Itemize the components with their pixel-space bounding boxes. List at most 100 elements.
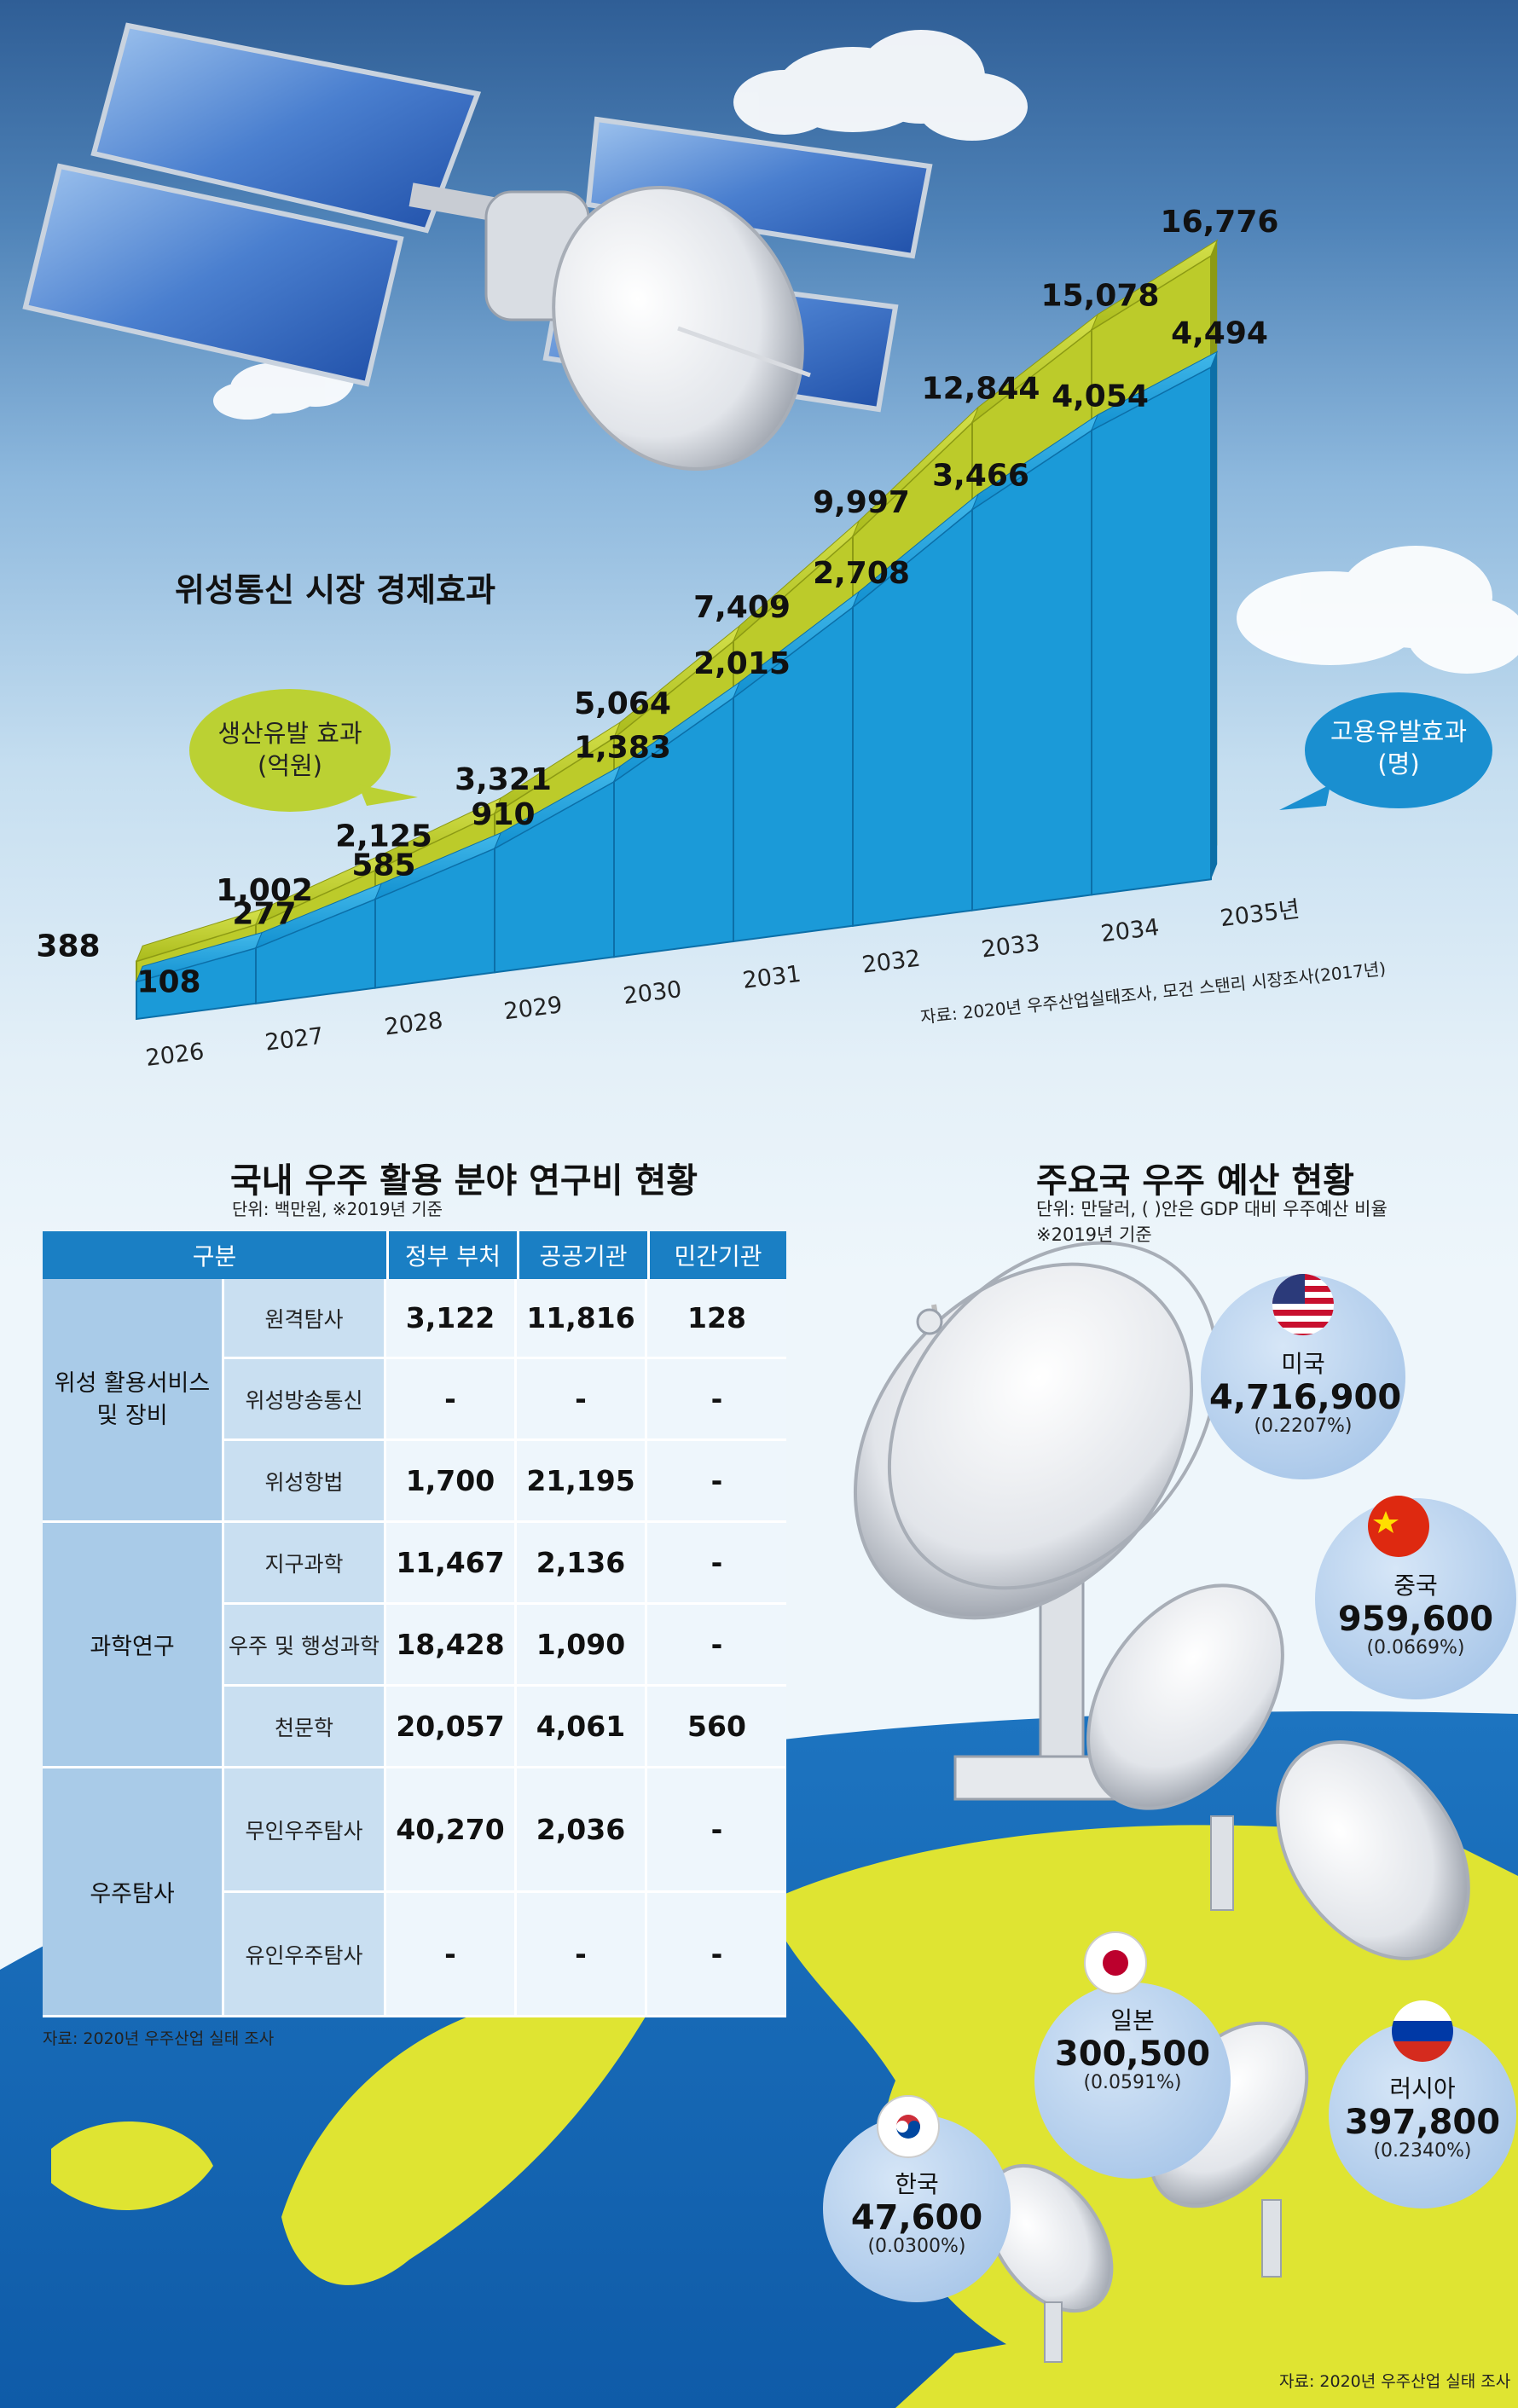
production-value-label: 12,844 xyxy=(922,371,1040,406)
budget-source: 자료: 2020년 우주산업 실태 조사 xyxy=(1279,2372,1511,2391)
row-label: 위성항법 xyxy=(224,1441,386,1523)
production-value-label: 5,064 xyxy=(574,686,671,721)
x-tick-label: 2034 xyxy=(1099,914,1161,947)
budget-usa: 미국 4,716,900 (0.2207%) xyxy=(1209,1346,1402,1437)
x-tick-label: 2033 xyxy=(980,929,1041,963)
table-cell: - xyxy=(517,1893,647,2017)
country-name: 러시아 xyxy=(1389,2075,1456,2103)
budget-note: ※2019년 기준 xyxy=(1036,1224,1152,1245)
gdp-ratio: (0.0300%) xyxy=(867,2236,966,2257)
table-unit: 단위: 백만원, ※2019년 기준 xyxy=(232,1199,443,1219)
column-header: 정부 부처 xyxy=(386,1231,517,1279)
row-label: 우주 및 행성과학 xyxy=(224,1605,386,1687)
budget-value: 300,500 xyxy=(1054,2035,1211,2074)
x-tick-label: 2029 xyxy=(502,992,564,1025)
production-value-label: 15,078 xyxy=(1041,279,1160,314)
table-cell: - xyxy=(386,1893,517,2017)
employment-value-label: 910 xyxy=(471,797,535,832)
group-label: 위성 활용서비스 및 장비 xyxy=(43,1279,224,1523)
row-label: 무인우주탐사 xyxy=(224,1768,386,1893)
table-row: 유인우주탐사 - - - xyxy=(43,1893,786,2017)
x-tick-label: 2027 xyxy=(264,1023,325,1056)
table-row: 과학연구 지구과학 11,467 2,136 - xyxy=(43,1523,786,1768)
budget-value: 4,716,900 xyxy=(1209,1378,1402,1417)
table-cell: 40,270 xyxy=(386,1768,517,1893)
country-name: 일본 xyxy=(1110,2006,1155,2035)
table-cell: 20,057 xyxy=(386,1687,517,1768)
budget-unit: 단위: 만달러, ( )안은 GDP 대비 우주예산 비율 xyxy=(1036,1199,1388,1219)
employment-value-labels: 108 277 585 910 1,383 2,015 2,708 3,466 4,054 4,4… xyxy=(136,315,1268,999)
budget-value: 47,600 xyxy=(850,2198,983,2237)
group-label: 우주탐사 xyxy=(43,1768,224,2017)
cloud-decoration xyxy=(213,30,1518,674)
gdp-ratio: (0.2207%) xyxy=(1254,1415,1353,1437)
column-header: 구분 xyxy=(43,1231,386,1279)
employment-value-label: 4,054 xyxy=(1052,379,1149,414)
chart-title: 위성통신 시장 경제효과 xyxy=(175,571,495,609)
table-cell: 2,036 xyxy=(517,1768,647,1893)
row-label: 천문학 xyxy=(224,1687,386,1768)
employment-value-label: 2,708 xyxy=(813,556,910,591)
x-tick-label: 2030 xyxy=(622,976,683,1010)
budget-china: 중국 959,600 (0.0669%) xyxy=(1322,1567,1509,1658)
production-value-label: 2,125 xyxy=(335,819,432,854)
budget-bubbles xyxy=(823,1275,1516,2302)
budget-korea: 한국 47,600 (0.0300%) xyxy=(823,2166,1011,2257)
table-cell: - xyxy=(386,1359,517,1441)
column-header: 공공기관 xyxy=(517,1231,647,1279)
employment-callout-line2: (명) xyxy=(1377,750,1419,779)
chart-source: 자료: 2020년 우주산업실태조사, 모건 스탠리 시장조사(2017년) xyxy=(919,958,1387,1027)
table-cell: 21,195 xyxy=(517,1441,647,1523)
budget-value: 959,600 xyxy=(1337,1600,1494,1639)
table-cell: 11,467 xyxy=(386,1523,517,1605)
employment-value-label: 2,015 xyxy=(693,646,791,681)
employment-value-label: 3,466 xyxy=(932,458,1029,493)
table-cell: 1,090 xyxy=(517,1605,647,1687)
table-cell: 1,700 xyxy=(386,1441,517,1523)
budget-russia: 러시아 397,800 (0.2340%) xyxy=(1329,2070,1516,2162)
employment-effect-series xyxy=(136,350,1219,1021)
country-name: 미국 xyxy=(1281,1350,1325,1378)
production-value-label: 9,997 xyxy=(813,485,910,520)
japan-flag-icon xyxy=(1084,1931,1147,1994)
table-cell: 18,428 xyxy=(386,1605,517,1687)
budget-title: 주요국 우주 예산 현황 xyxy=(1036,1161,1354,1201)
budget-value: 397,800 xyxy=(1344,2103,1501,2142)
employment-end-cap xyxy=(1211,351,1218,880)
table-cell: 2,136 xyxy=(517,1523,647,1605)
table-header-row: 구분 정부 부처 공공기관 민간기관 xyxy=(43,1231,786,1279)
korea-flag-icon xyxy=(877,2095,940,2158)
production-value-label: 388 xyxy=(36,929,100,964)
x-tick-label: 2032 xyxy=(860,946,922,979)
production-value-labels: 388 1,002 2,125 3,321 5,064 7,409 9,997 12,844 1… xyxy=(36,205,1278,964)
x-tick-label: 2026 xyxy=(144,1039,206,1072)
table-cell: 11,816 xyxy=(517,1279,647,1359)
employment-value-label: 108 xyxy=(136,964,200,999)
employment-callout: 고용유발효과 (명) xyxy=(1279,692,1492,810)
table-cell: - xyxy=(647,1359,786,1441)
employment-value-label: 4,494 xyxy=(1171,315,1268,350)
production-value-label: 7,409 xyxy=(693,590,791,625)
table-cell: - xyxy=(647,1893,786,2017)
production-callout-line1: 생산유발 효과 xyxy=(217,719,362,748)
table-cell: - xyxy=(647,1523,786,1605)
country-name: 중국 xyxy=(1393,1572,1438,1600)
table-cell: - xyxy=(647,1441,786,1523)
table-source: 자료: 2020년 우주산업 실태 조사 xyxy=(43,2029,275,2048)
table-row: 위성항법 1,700 21,195 - xyxy=(43,1441,786,1523)
table-row: 위성 활용서비스 및 장비 원격탐사 3,122 11,816 128 xyxy=(43,1279,786,1523)
table-row: 우주탐사 무인우주탐사 40,270 2,036 - xyxy=(43,1768,786,2017)
table-cell: - xyxy=(517,1359,647,1441)
production-callout-line2: (억원) xyxy=(258,751,322,780)
gdp-ratio: (0.0669%) xyxy=(1366,1637,1465,1658)
production-value-label: 1,002 xyxy=(216,873,313,908)
table-cell: 560 xyxy=(647,1687,786,1768)
table-cell: - xyxy=(647,1605,786,1687)
row-label: 위성방송통신 xyxy=(224,1359,386,1441)
satellite-illustration xyxy=(22,22,933,472)
row-label: 지구과학 xyxy=(224,1523,386,1605)
table-cell: 128 xyxy=(647,1279,786,1359)
employment-value-label: 1,383 xyxy=(574,731,671,766)
x-tick-label: 2028 xyxy=(383,1007,444,1040)
